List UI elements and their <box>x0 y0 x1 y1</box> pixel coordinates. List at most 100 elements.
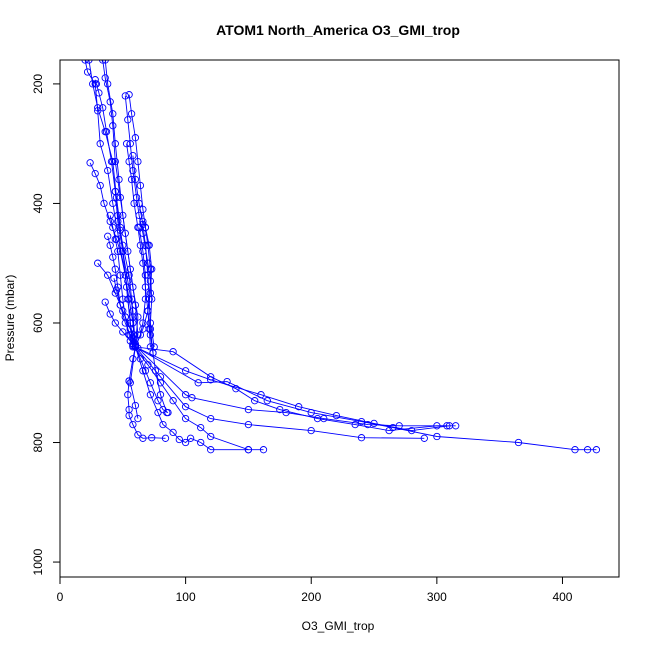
data-point <box>129 334 137 342</box>
x-tick-label: 200 <box>301 590 321 604</box>
data-point <box>95 89 103 97</box>
series-line-3 <box>102 60 139 347</box>
data-point <box>146 343 155 351</box>
data-point <box>127 295 136 303</box>
data-point <box>119 241 127 249</box>
data-point <box>139 259 147 267</box>
data-point <box>175 435 183 444</box>
data-point <box>116 247 124 255</box>
data-point <box>116 271 124 279</box>
y-tick-label: 400 <box>31 193 45 213</box>
data-point <box>86 159 94 167</box>
data-point <box>357 417 366 426</box>
data-point <box>92 80 101 88</box>
data-point <box>144 361 152 369</box>
data-point <box>420 434 428 442</box>
data-point <box>111 157 119 166</box>
series-line-17 <box>129 322 456 432</box>
series-line-22 <box>132 345 264 451</box>
data-point <box>101 60 109 64</box>
data-point <box>181 391 190 399</box>
data-point <box>161 434 170 442</box>
data-point <box>111 140 119 148</box>
data-point <box>154 397 162 405</box>
data-point <box>571 446 579 454</box>
data-point <box>156 391 165 399</box>
data-point <box>125 377 133 385</box>
data-point <box>207 414 215 423</box>
data-point <box>364 420 372 429</box>
data-point <box>197 423 205 432</box>
data-point <box>129 420 137 429</box>
data-point <box>148 434 156 442</box>
y-tick-label: 200 <box>31 74 45 94</box>
data-point <box>136 355 145 363</box>
data-point <box>443 422 451 430</box>
data-point <box>141 271 150 279</box>
data-point <box>139 217 147 226</box>
data-point <box>295 403 303 411</box>
data-point <box>101 298 109 306</box>
data-point <box>514 438 523 447</box>
data-point <box>121 271 129 279</box>
data-point <box>395 422 403 430</box>
data-point <box>194 379 202 387</box>
data-point <box>251 397 259 405</box>
data-point <box>139 367 147 375</box>
data-point <box>357 434 366 442</box>
data-point <box>124 247 132 255</box>
data-point <box>100 199 108 208</box>
data-point <box>85 60 93 64</box>
data-point <box>115 175 123 184</box>
series-line-8 <box>126 143 151 347</box>
data-point <box>244 405 253 414</box>
data-point <box>263 397 271 405</box>
chart-title: ATOM1 North_America O3_GMI_trop <box>216 22 460 38</box>
data-point <box>81 60 89 64</box>
data-point <box>135 223 143 232</box>
data-point <box>169 428 177 437</box>
x-tick-label: 100 <box>176 590 196 604</box>
data-point <box>139 319 147 327</box>
data-point <box>136 241 145 249</box>
data-point <box>106 241 114 249</box>
data-point <box>207 376 215 384</box>
series-line-10 <box>89 162 136 347</box>
data-point <box>169 397 177 405</box>
data-point <box>109 253 117 261</box>
data-point <box>181 403 190 411</box>
data-point <box>139 434 147 442</box>
data-point <box>125 157 133 166</box>
data-point <box>109 122 117 130</box>
series-line-21 <box>135 346 425 439</box>
data-point <box>96 140 104 148</box>
data-point <box>148 265 156 273</box>
data-point <box>121 313 129 321</box>
data-point <box>125 91 133 99</box>
data-point <box>122 140 131 148</box>
data-point <box>186 434 195 442</box>
series-line-15 <box>104 301 136 348</box>
data-point <box>146 379 155 387</box>
plot-data <box>81 60 601 454</box>
data-point <box>104 166 112 175</box>
y-tick-label: 800 <box>31 432 45 452</box>
series-line-2 <box>88 60 134 344</box>
data-point <box>125 411 133 420</box>
data-point <box>102 128 111 136</box>
data-point <box>119 328 127 336</box>
y-axis: 200 400 600 800 1000 <box>31 74 61 575</box>
data-point <box>197 438 205 447</box>
data-point <box>282 408 290 417</box>
x-tick-label: 400 <box>552 590 572 604</box>
data-point <box>181 367 190 375</box>
data-point <box>181 438 190 447</box>
data-point <box>141 295 150 303</box>
data-point <box>134 414 142 423</box>
data-point <box>188 394 196 402</box>
data-point <box>121 92 129 100</box>
data-point <box>181 414 190 423</box>
data-point <box>124 116 132 124</box>
data-point <box>169 348 177 356</box>
y-tick-label: 600 <box>31 313 45 333</box>
